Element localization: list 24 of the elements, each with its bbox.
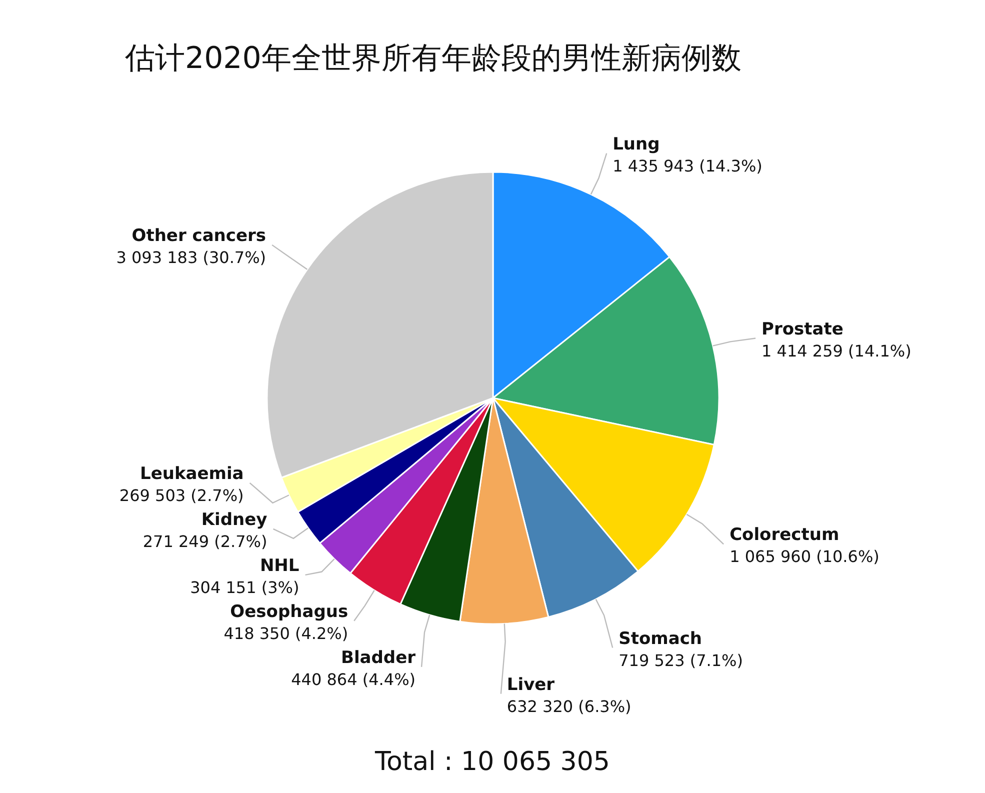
data-label: 3 093 183 (30.7%) bbox=[116, 248, 266, 267]
data-label: 304 151 (3%) bbox=[190, 578, 300, 597]
data-label: 271 249 (2.7%) bbox=[142, 532, 268, 551]
slice-label: Kidney bbox=[201, 510, 268, 530]
slice-label: Bladder bbox=[341, 648, 416, 668]
slice-label: Lung bbox=[612, 134, 660, 154]
slice-label: Prostate bbox=[762, 319, 844, 340]
data-label: 440 864 (4.4%) bbox=[291, 670, 416, 689]
slice-label: Colorectum bbox=[730, 525, 840, 546]
text: Total : 10 065 305 bbox=[374, 747, 610, 777]
slice-label: Leukaemia bbox=[140, 464, 244, 484]
data-label: 1 435 943 (14.3%) bbox=[612, 156, 762, 176]
slice-label: Stomach bbox=[618, 628, 702, 649]
data-label: 1 414 259 (14.1%) bbox=[762, 341, 912, 360]
data-label: 418 350 (4.2%) bbox=[224, 624, 348, 643]
data-label: 632 320 (6.3%) bbox=[506, 696, 632, 716]
data-label: 269 503 (2.7%) bbox=[119, 486, 244, 505]
slice-label: Other cancers bbox=[132, 226, 266, 246]
slice-label: NHL bbox=[260, 556, 300, 576]
data-label: 1 065 960 (10.6%) bbox=[730, 547, 880, 566]
data-label: 719 523 (7.1%) bbox=[618, 650, 743, 670]
slice-label: Liver bbox=[506, 674, 556, 695]
chart-title: 估计2020年全世界所有年龄段的男性新病例数 bbox=[124, 41, 742, 76]
slice-label: Oesophagus bbox=[230, 602, 348, 622]
